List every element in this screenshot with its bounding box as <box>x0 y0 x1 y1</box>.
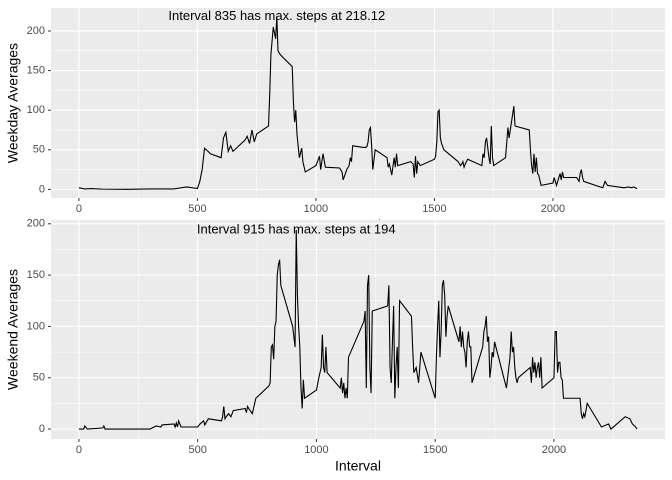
panel-background <box>51 8 665 198</box>
annotation: Interval 835 has max. steps at 218.12 <box>168 8 385 23</box>
y-axis-title: Weekday Averages <box>5 43 21 163</box>
y-tick-label: 150 <box>27 269 45 281</box>
y-axis-title: Weekend Averages <box>5 269 21 390</box>
x-tick-label: 500 <box>188 444 206 456</box>
panel-background <box>51 220 665 439</box>
y-tick-label: 150 <box>27 64 45 76</box>
y-tick-label: 50 <box>33 144 45 156</box>
y-tick-label: 100 <box>27 320 45 332</box>
data-line <box>78 229 638 430</box>
x-tick-label: 1500 <box>423 444 447 456</box>
y-tick-label: 0 <box>39 183 45 195</box>
x-axis-title: Interval <box>335 458 381 474</box>
x-tick-label: 1500 <box>422 203 446 215</box>
x-tick-label: 2000 <box>542 444 566 456</box>
x-tick-label: 0 <box>76 203 82 215</box>
x-tick-label: 1000 <box>304 203 328 215</box>
x-tick-label: 2000 <box>541 203 565 215</box>
y-tick-label: 0 <box>39 423 45 435</box>
annotation: Interval 915 has max. steps at 194 <box>197 221 396 236</box>
y-tick-label: 200 <box>27 218 45 230</box>
y-tick-label: 100 <box>27 104 45 116</box>
y-tick-label: 200 <box>27 25 45 37</box>
x-tick-label: 0 <box>76 444 82 456</box>
x-tick-label: 1000 <box>304 444 328 456</box>
x-tick-label: 500 <box>188 203 206 215</box>
y-tick-label: 50 <box>33 372 45 384</box>
data-line <box>78 16 638 190</box>
